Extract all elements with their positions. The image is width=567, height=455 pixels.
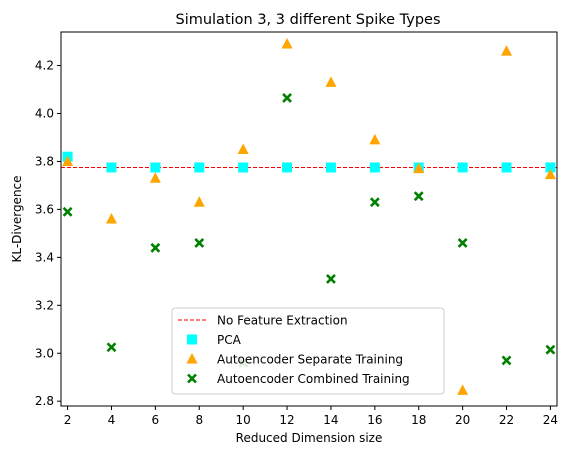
y-tick-label: 3.2 <box>35 298 54 312</box>
x-axis: 2 4 6 8 10 12 14 16 18 20 22 24 <box>64 406 558 427</box>
pca-point <box>238 162 249 173</box>
legend-swatch <box>187 373 197 384</box>
pca-point <box>194 162 205 173</box>
legend: No Feature Extraction PCA Autoencoder Sepa… <box>171 307 445 395</box>
y-tick-label: 3.0 <box>35 346 54 360</box>
separate-training-point <box>149 172 161 183</box>
combined-training-point <box>106 342 117 353</box>
y-tick-label: 4.0 <box>35 107 54 121</box>
combined-training-point <box>501 355 512 366</box>
pca-point <box>325 162 336 173</box>
x-tick-label: 6 <box>152 413 160 427</box>
separate-training-point <box>193 196 205 207</box>
separate-training-point <box>105 213 117 224</box>
pca-point <box>501 162 512 173</box>
y-tick-label: 3.6 <box>35 202 54 216</box>
pca-point <box>106 162 117 173</box>
separate-training-point <box>237 143 249 154</box>
x-tick-label: 16 <box>367 413 382 427</box>
x-tick-label: 10 <box>236 413 251 427</box>
combined-training-point <box>457 238 468 248</box>
y-tick-label: 4.2 <box>35 59 54 73</box>
legend-box <box>171 307 445 395</box>
separate-training-point <box>457 384 469 395</box>
y-tick-label: 3.4 <box>35 250 54 264</box>
separate-training-point <box>413 162 425 174</box>
combined-training-point <box>282 93 292 103</box>
x-tick-label: 8 <box>195 413 203 427</box>
separate-training-point <box>62 155 74 166</box>
pca-point <box>150 162 161 173</box>
pca-point <box>282 162 293 173</box>
x-tick-label: 14 <box>323 413 338 427</box>
x-tick-label: 2 <box>64 413 72 427</box>
separate-training-point <box>325 76 337 87</box>
chart-title: Simulation 3, 3 different Spike Types <box>175 12 440 28</box>
pca-point <box>457 162 468 173</box>
legend-swatch <box>186 353 198 364</box>
legend-label: Autoencoder Combined Training <box>217 372 410 386</box>
y-tick-label: 2.8 <box>35 394 54 408</box>
data-marks <box>61 37 557 395</box>
separate-training-point <box>501 45 513 56</box>
pca-point <box>369 162 380 173</box>
legend-label: Autoencoder Separate Training <box>217 353 403 367</box>
pca-point <box>545 162 556 173</box>
x-tick-label: 20 <box>455 413 470 427</box>
y-tick-label: 3.8 <box>35 154 54 168</box>
plot-frame <box>60 31 558 407</box>
x-axis-label: Reduced Dimension size <box>236 431 383 445</box>
x-tick-label: 4 <box>108 413 116 427</box>
combined-training-point <box>413 191 424 202</box>
combined-training-point <box>194 238 205 248</box>
combined-training-point <box>326 274 336 284</box>
separate-training-point <box>544 168 556 180</box>
x-tick-label: 22 <box>499 413 514 427</box>
y-axis-label: KL-Divergence <box>10 175 24 262</box>
combined-training-point <box>62 206 73 217</box>
separate-training-point <box>369 133 381 145</box>
y-axis: 2.8 3.0 3.2 3.4 3.6 3.8 4.0 4.2 <box>35 59 61 408</box>
x-tick-label: 18 <box>411 413 426 427</box>
combined-training-point <box>369 197 380 208</box>
separate-training-point <box>281 37 293 49</box>
legend-swatch <box>187 334 197 345</box>
x-tick-label: 24 <box>543 413 558 427</box>
legend-label: PCA <box>217 333 242 347</box>
combined-training-point <box>545 344 556 355</box>
combined-training-point <box>150 242 161 253</box>
legend-label: No Feature Extraction <box>217 314 348 328</box>
x-tick-label: 12 <box>279 413 294 427</box>
